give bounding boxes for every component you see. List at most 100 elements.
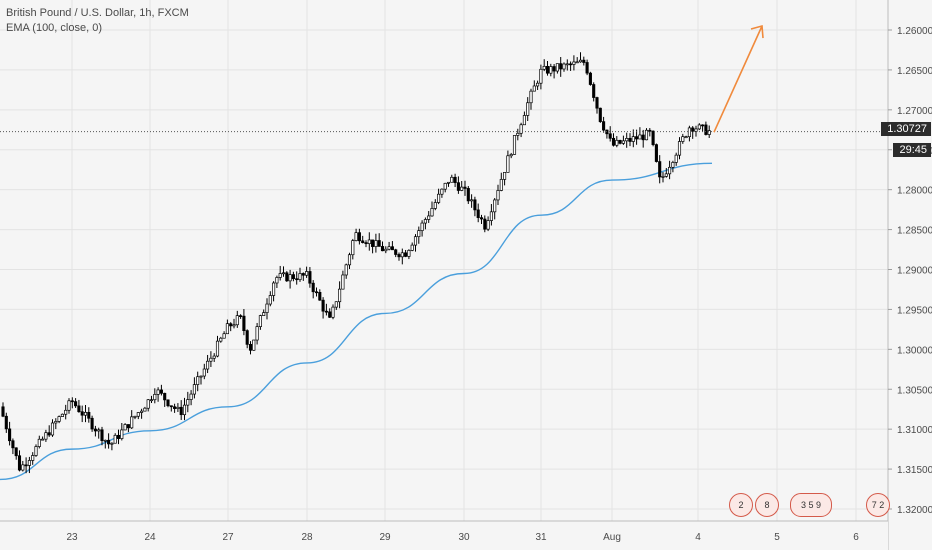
candle [209, 351, 213, 367]
candle [149, 395, 154, 404]
projection-line [713, 25, 763, 133]
candle [443, 182, 447, 193]
candle [93, 425, 97, 437]
bar-countdown-label: 29:45 [893, 143, 931, 157]
time-tick-label: 29 [379, 532, 391, 543]
candle [499, 172, 503, 192]
candle [57, 415, 61, 424]
candle [248, 341, 253, 355]
candle [252, 339, 256, 351]
candle [186, 391, 190, 413]
price-tick-label: 1.28000 [897, 186, 932, 197]
candle [559, 57, 563, 77]
candle [31, 452, 35, 465]
economic-event-badge[interactable]: 3 5 9 [790, 493, 832, 517]
candle [651, 130, 655, 147]
candle [90, 415, 94, 432]
candle [526, 97, 530, 122]
candle [684, 135, 688, 139]
candle [681, 133, 685, 144]
candle [97, 427, 101, 439]
ema-indicator-label[interactable]: EMA (100, close, 0) [6, 22, 102, 34]
candle [671, 160, 675, 173]
candle [476, 203, 480, 223]
candle [430, 201, 434, 217]
price-tick-label: 1.26500 [897, 66, 932, 77]
candle [324, 303, 328, 316]
candle [222, 331, 226, 339]
candle [173, 403, 177, 413]
price-tick-label: 1.27000 [897, 106, 932, 117]
candle [328, 308, 332, 318]
candle [364, 240, 368, 248]
candle [80, 405, 84, 423]
time-axis[interactable]: 23 24 27 28 29 30 31 Aug 4 5 6 [66, 532, 859, 543]
candle [140, 408, 144, 419]
candle [615, 136, 619, 148]
candle [701, 124, 705, 132]
symbol-title[interactable]: British Pound / U.S. Dollar, 1h, FXCM [6, 7, 189, 19]
candle [661, 172, 665, 183]
candle [625, 132, 629, 148]
candle [552, 64, 556, 79]
candle [486, 216, 490, 232]
candle [549, 63, 553, 77]
candle [255, 322, 259, 345]
candle [602, 116, 606, 133]
candle [450, 174, 454, 183]
ema-layer [0, 162, 713, 481]
price-tick-label: 1.32000 [897, 505, 932, 516]
candle [308, 267, 312, 288]
candle [595, 96, 599, 114]
candle [47, 425, 51, 437]
candle [621, 135, 625, 145]
candle [301, 272, 305, 281]
ema-line [0, 162, 713, 481]
time-tick-label: 24 [144, 532, 156, 543]
candle [225, 319, 229, 335]
candle [212, 353, 216, 362]
candle [565, 59, 569, 71]
candle [146, 399, 150, 412]
candle [199, 375, 203, 385]
time-tick-label: 30 [458, 532, 470, 543]
candle [446, 181, 451, 187]
candle [120, 422, 124, 441]
candle [206, 354, 210, 374]
candle [298, 267, 302, 282]
candle [641, 129, 645, 148]
candle [440, 188, 444, 198]
candle [321, 297, 325, 319]
candle [70, 397, 74, 409]
candle [17, 450, 22, 472]
candle [569, 61, 573, 71]
candle [433, 199, 437, 211]
candle [390, 241, 394, 251]
candle [182, 397, 187, 421]
candle [539, 64, 543, 90]
candle [516, 128, 520, 141]
candle [344, 263, 348, 279]
economic-event-badge[interactable]: 7 2 [866, 493, 890, 517]
candle [77, 399, 81, 413]
candle [311, 280, 315, 299]
candle [664, 167, 668, 178]
candle [285, 271, 289, 282]
candle [176, 403, 180, 412]
candle [371, 239, 375, 254]
candle [318, 289, 322, 301]
candle [24, 457, 28, 474]
economic-event-badge[interactable]: 8 [755, 493, 779, 517]
candle [456, 176, 460, 194]
candle [707, 125, 711, 138]
candle [215, 335, 220, 358]
candle [116, 429, 121, 445]
candle [578, 52, 583, 63]
candle [153, 388, 157, 404]
candle [107, 433, 111, 449]
candle [50, 419, 55, 437]
candle [67, 398, 71, 414]
candle [460, 180, 464, 192]
economic-event-badge[interactable]: 2 [729, 493, 753, 517]
